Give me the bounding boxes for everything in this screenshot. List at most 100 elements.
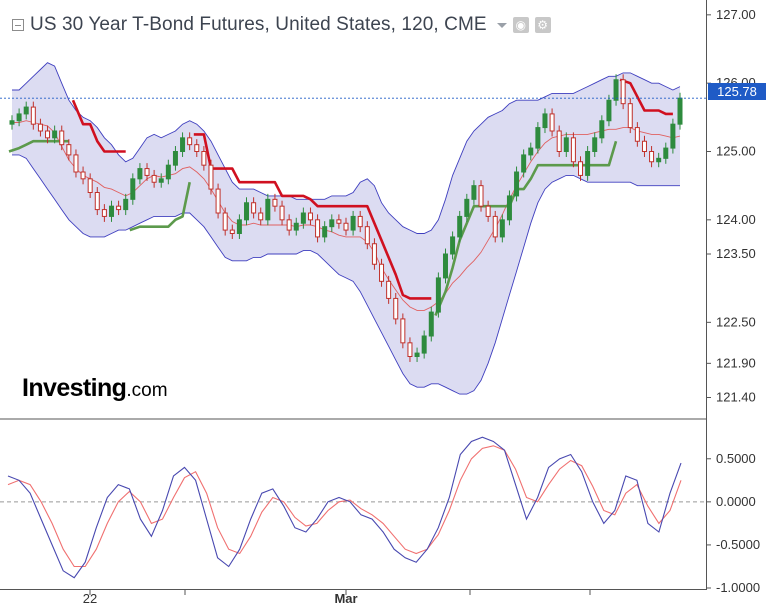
candle-body bbox=[585, 151, 591, 176]
candle-body bbox=[165, 164, 171, 180]
oscillator-axis-label: -0.5000 bbox=[716, 537, 760, 552]
candle-body bbox=[9, 120, 15, 125]
candle-body bbox=[187, 137, 193, 146]
candle-body bbox=[379, 263, 385, 282]
candle-body bbox=[435, 277, 441, 313]
candle-body bbox=[499, 219, 505, 238]
candle-body bbox=[578, 161, 584, 176]
candles-group bbox=[9, 74, 683, 362]
candle-body bbox=[300, 212, 306, 224]
candle-body bbox=[286, 219, 292, 231]
candle-body bbox=[592, 137, 598, 152]
candle-body bbox=[634, 127, 640, 142]
oscillator-axis-label: 0.0000 bbox=[716, 494, 756, 509]
eye-icon[interactable]: ◉ bbox=[512, 17, 529, 33]
logo-main: Investing bbox=[22, 374, 127, 402]
candle-body bbox=[272, 198, 278, 207]
candle-body bbox=[414, 352, 420, 358]
candle-body bbox=[45, 130, 51, 139]
candle-body bbox=[663, 147, 669, 159]
time-axis-label: 22 bbox=[83, 591, 97, 606]
candle-body bbox=[66, 144, 72, 156]
candle-body bbox=[222, 212, 228, 231]
candle-body bbox=[606, 99, 612, 122]
oscillator-axis-label: -1.0000 bbox=[716, 580, 760, 595]
price-axis-label: 125.00 bbox=[716, 144, 756, 159]
candle-body bbox=[208, 164, 214, 190]
candle-body bbox=[315, 219, 321, 238]
candle-body bbox=[393, 297, 399, 320]
logo-suffix: .com bbox=[126, 380, 168, 401]
candle-body bbox=[37, 123, 43, 132]
candle-body bbox=[201, 151, 207, 166]
candle-body bbox=[244, 202, 250, 221]
candle-body bbox=[563, 137, 569, 152]
candle-body bbox=[322, 226, 328, 238]
chart-header: US 30 Year T-Bond Futures, United States… bbox=[12, 14, 551, 36]
dropdown-caret-icon[interactable] bbox=[496, 22, 507, 28]
candle-body bbox=[116, 205, 122, 211]
time-axis-label: Mar bbox=[334, 591, 357, 606]
candle-body bbox=[258, 212, 264, 221]
candle-body bbox=[471, 185, 477, 200]
candle-body bbox=[599, 120, 605, 139]
price-axis-label: 121.40 bbox=[716, 390, 756, 405]
candle-body bbox=[144, 168, 150, 176]
candle-body bbox=[371, 243, 377, 265]
oscillator-axis-label: 0.5000 bbox=[716, 451, 756, 466]
candle-body bbox=[16, 113, 22, 122]
price-axis-label: 121.90 bbox=[716, 355, 756, 370]
candle-body bbox=[279, 205, 285, 221]
investing-logo: Investing.com bbox=[22, 374, 168, 403]
candle-body bbox=[80, 171, 86, 180]
candle-body bbox=[514, 171, 520, 197]
candle-body bbox=[485, 205, 491, 217]
candle-body bbox=[428, 311, 434, 337]
candle-body bbox=[613, 79, 619, 101]
candle-body bbox=[656, 157, 662, 163]
collapse-icon[interactable] bbox=[12, 19, 24, 31]
bollinger-lower-line bbox=[12, 154, 680, 395]
bollinger-upper-line bbox=[12, 62, 681, 234]
candle-body bbox=[94, 192, 100, 211]
supertrend-down-line bbox=[71, 78, 673, 300]
candle-body bbox=[194, 144, 200, 153]
candle-body bbox=[59, 130, 65, 146]
candle-body bbox=[542, 113, 548, 129]
candle-body bbox=[549, 113, 555, 132]
candle-body bbox=[649, 151, 655, 163]
price-axis-label: 123.50 bbox=[716, 246, 756, 261]
candle-body bbox=[521, 154, 527, 173]
candle-body bbox=[464, 198, 470, 217]
candle-body bbox=[229, 229, 235, 234]
candle-body bbox=[343, 222, 349, 231]
candle-body bbox=[52, 130, 58, 139]
candle-body bbox=[137, 168, 143, 180]
last-price-tag: 125.78 bbox=[708, 83, 766, 100]
candle-body bbox=[329, 219, 335, 228]
candle-body bbox=[73, 154, 79, 173]
price-axis-label: 127.00 bbox=[716, 7, 756, 22]
candle-body bbox=[350, 215, 356, 231]
candle-body bbox=[528, 147, 534, 156]
candle-body bbox=[265, 198, 271, 221]
candle-body bbox=[386, 280, 392, 299]
candle-body bbox=[130, 178, 136, 200]
candle-body bbox=[336, 219, 342, 224]
candle-body bbox=[172, 151, 178, 166]
candle-body bbox=[293, 222, 299, 231]
candle-body bbox=[407, 342, 413, 358]
candle-body bbox=[442, 253, 448, 279]
candle-body bbox=[108, 205, 114, 217]
candle-body bbox=[87, 178, 93, 193]
price-axis-label: 124.00 bbox=[716, 212, 756, 227]
chart-title: US 30 Year T-Bond Futures, United States… bbox=[30, 14, 487, 35]
candle-body bbox=[641, 140, 647, 152]
candle-body bbox=[180, 137, 186, 152]
gear-icon[interactable]: ⚙ bbox=[534, 17, 551, 33]
candle-body bbox=[627, 103, 633, 129]
oscillator-slow-line bbox=[7, 445, 682, 568]
price-axis-label: 122.50 bbox=[716, 314, 756, 329]
candle-body bbox=[400, 318, 406, 344]
